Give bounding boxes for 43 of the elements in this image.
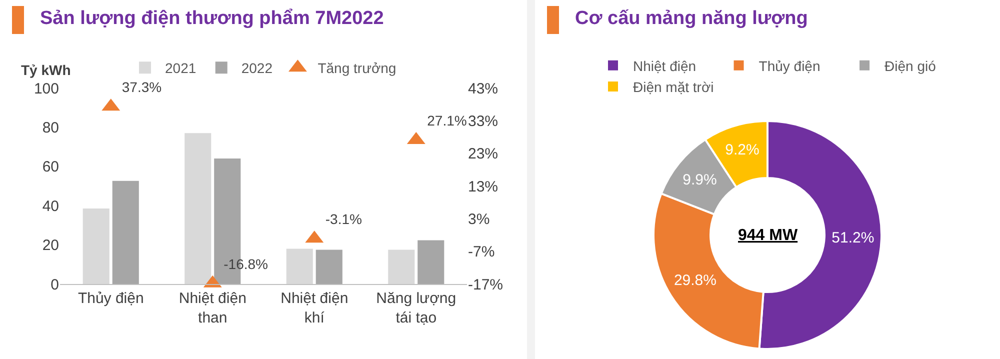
data-label: 9.2% <box>725 141 760 158</box>
data-label: 27.1% <box>427 112 467 128</box>
legend-label: Tăng trưởng <box>318 60 396 76</box>
y-tick-label: 100 <box>34 80 59 98</box>
data-label: 29.8% <box>674 272 716 290</box>
chart-title: Cơ cấu mảng năng lượng <box>575 8 808 30</box>
data-label: 9.9% <box>682 171 717 188</box>
legend-label: 2022 <box>241 60 273 76</box>
y2-tick-label: -17% <box>468 276 504 294</box>
data-label: 51.2% <box>832 230 874 247</box>
bar <box>112 180 139 284</box>
y-tick-label: 0 <box>50 276 59 294</box>
bar <box>316 250 342 284</box>
y-tick-label: 80 <box>42 119 59 136</box>
legend-label: Thủy điện <box>758 58 820 74</box>
text: 944 MW <box>738 227 798 244</box>
bar <box>82 208 110 284</box>
x-tick-label: Năng lượng tái tạo <box>376 290 456 326</box>
legend-label: Nhiệt điện <box>633 58 696 74</box>
y2-tick-label: 3% <box>468 210 490 228</box>
legend-label: Điện mặt trời <box>633 79 714 96</box>
legend-label: Điện gió <box>884 58 936 74</box>
y-tick-label: 60 <box>42 158 59 176</box>
bar <box>286 248 313 284</box>
y2-tick-label: 13% <box>468 178 498 196</box>
y2-tick-label: 43% <box>468 80 498 98</box>
bar <box>418 240 444 284</box>
data-label: -3.1% <box>325 211 362 228</box>
x-tick-label: Thủy điện <box>78 290 144 307</box>
y-tick-label: 40 <box>42 198 59 215</box>
data-label: -16.8% <box>224 256 268 272</box>
chart-title: Sản lượng điện thương phẩm 7M2022 <box>40 8 384 30</box>
bar <box>184 133 212 284</box>
data-label: 37.3% <box>122 79 162 96</box>
y2-tick-label: -7% <box>468 244 495 261</box>
y2-tick-label: 23% <box>468 146 498 163</box>
bar <box>388 250 415 284</box>
legend-label: 2021 <box>165 60 196 76</box>
y2-tick-label: 33% <box>468 112 498 130</box>
x-tick-label: Nhiệt điện than <box>178 290 246 326</box>
x-tick-label: Nhiệt điện khí <box>280 290 348 326</box>
y-axis-title: Tỷ kWh <box>21 62 71 78</box>
y-tick-label: 20 <box>42 237 59 254</box>
